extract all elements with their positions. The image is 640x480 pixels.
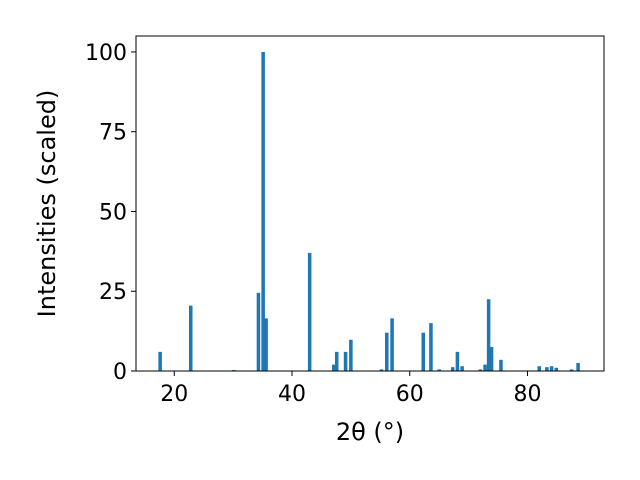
- bar: [334, 351, 339, 371]
- bar: [437, 369, 441, 371]
- y-tick-label: 0: [113, 360, 127, 385]
- bars-group: [158, 51, 580, 371]
- bar: [576, 363, 580, 371]
- bar: [264, 318, 268, 371]
- bar: [256, 292, 261, 371]
- bar: [343, 351, 348, 371]
- bar: [554, 367, 559, 371]
- bar: [545, 367, 549, 371]
- x-tick-label: 80: [513, 382, 541, 407]
- y-tick-label: 50: [99, 200, 127, 225]
- bar: [390, 318, 394, 371]
- bar: [349, 339, 353, 371]
- plot-frame: [135, 35, 605, 372]
- x-axis-label: 2θ (°): [336, 418, 404, 446]
- bar: [385, 332, 389, 371]
- x-tick-label: 40: [278, 382, 306, 407]
- bar: [486, 299, 491, 371]
- bar: [460, 366, 464, 371]
- y-tick-label: 25: [99, 280, 127, 305]
- x-tick-label: 20: [160, 382, 188, 407]
- bar: [332, 364, 336, 371]
- bar: [455, 351, 460, 371]
- bar: [549, 366, 554, 371]
- bar: [537, 366, 542, 371]
- bar: [478, 369, 483, 371]
- bar: [158, 351, 162, 371]
- y-axis-label: Intensities (scaled): [33, 90, 61, 318]
- bar: [261, 51, 265, 371]
- x-tick-label: 60: [396, 382, 424, 407]
- bar: [429, 323, 433, 371]
- x-axis-ticks: 20 40 60 80: [160, 371, 541, 407]
- bar: [379, 369, 384, 371]
- y-tick-label: 100: [85, 41, 127, 66]
- y-axis-ticks: 0 25 50 75 100: [85, 41, 136, 385]
- bar: [307, 252, 312, 371]
- bar: [450, 367, 455, 371]
- bar: [421, 332, 426, 371]
- y-tick-label: 75: [99, 121, 127, 146]
- bar: [499, 359, 503, 371]
- bar: [569, 369, 574, 371]
- bar: [489, 347, 494, 371]
- bar: [188, 305, 193, 371]
- bar: [483, 364, 487, 371]
